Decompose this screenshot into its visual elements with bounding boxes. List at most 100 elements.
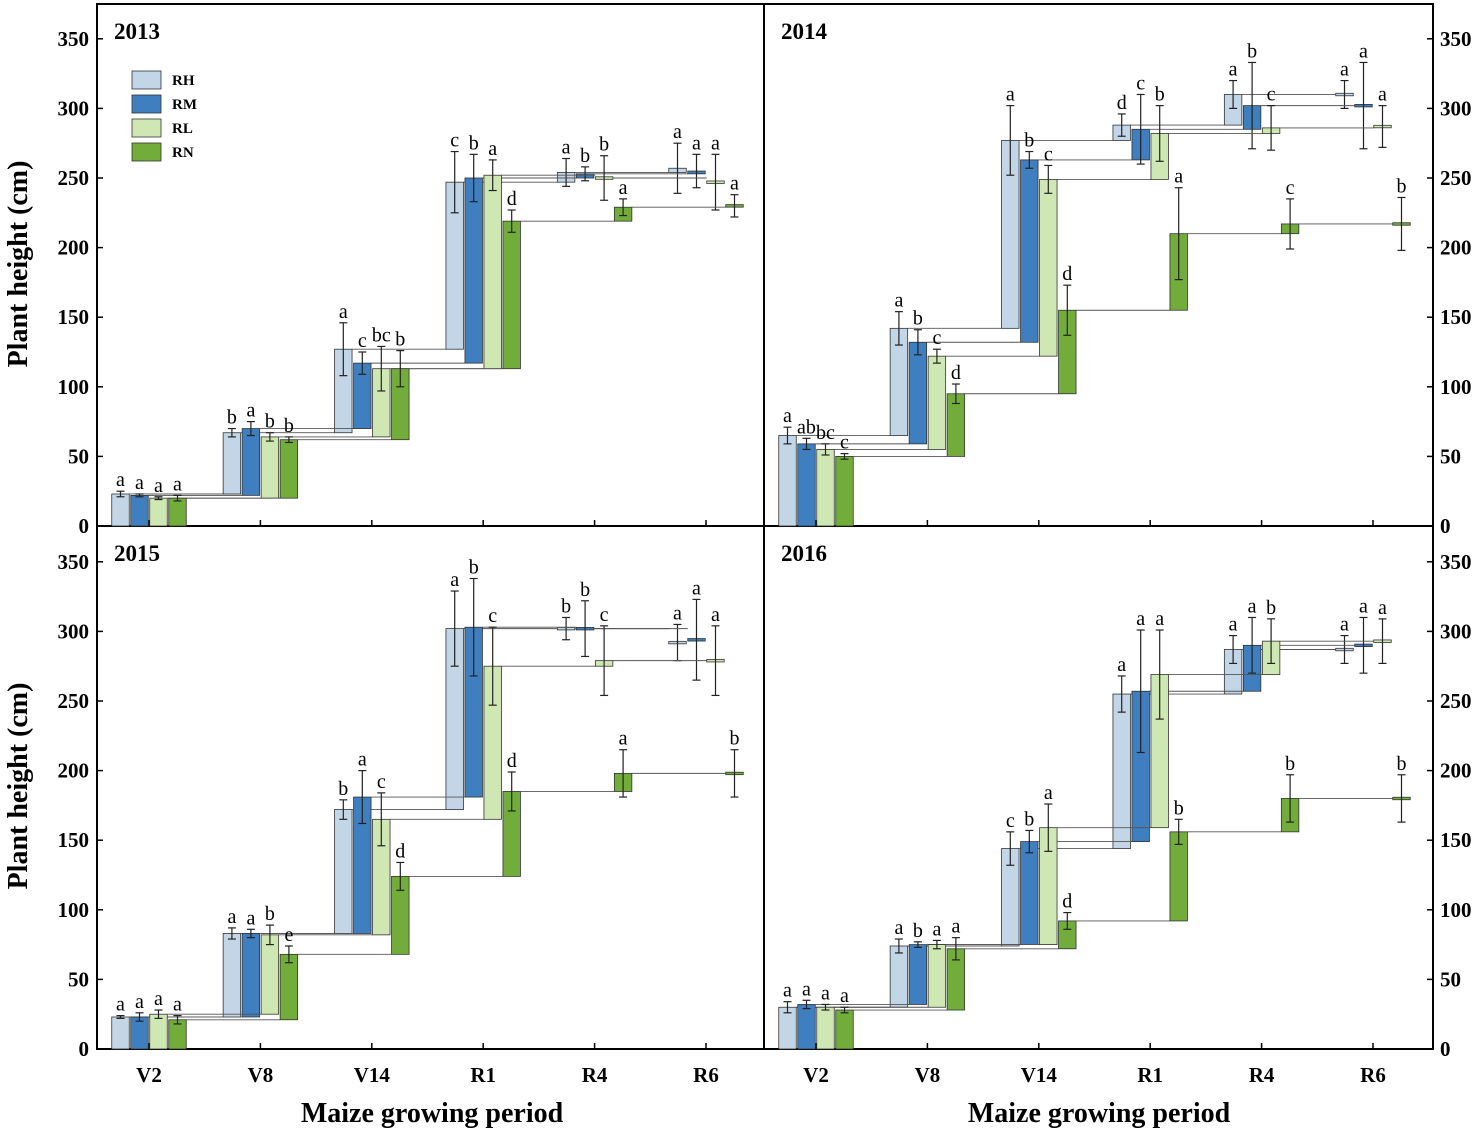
significance-letter: b — [469, 557, 479, 579]
x-tick-label: V14 — [1021, 1063, 1058, 1087]
significance-letter: a — [894, 917, 903, 939]
significance-letter: a — [1229, 614, 1238, 636]
y-tick-label: 350 — [58, 550, 90, 574]
bar-rh — [111, 1016, 130, 1050]
significance-letter: bc — [372, 324, 391, 346]
significance-letter: b — [1174, 797, 1184, 819]
x-tick-label: R1 — [1137, 1063, 1163, 1087]
x-axis-title-right: Maize growing period — [968, 1098, 1231, 1129]
significance-letter: c — [450, 130, 459, 152]
significance-letter: a — [116, 994, 125, 1016]
bar-rm — [1020, 159, 1039, 343]
x-tick-label: V14 — [354, 1063, 391, 1087]
panel-year-label: 2014 — [781, 19, 828, 44]
significance-letter: a — [1359, 40, 1368, 62]
x-tick-label: V8 — [248, 1063, 274, 1087]
y-tick-label: 150 — [1440, 305, 1472, 329]
significance-letter: b — [227, 407, 237, 429]
significance-letter: a — [1248, 595, 1257, 617]
y-tick-label: 350 — [1440, 550, 1472, 574]
y-tick-label: 200 — [58, 236, 90, 260]
y-tick-label: 250 — [58, 166, 90, 190]
bar-rl — [260, 436, 280, 499]
significance-letter: c — [377, 771, 386, 793]
x-tick-label: V2 — [136, 1063, 162, 1087]
significance-letter: b — [1397, 753, 1407, 775]
significance-letter: b — [469, 132, 479, 154]
significance-letter: a — [783, 405, 792, 427]
y-tick-label: 300 — [58, 619, 90, 643]
y-tick-label: 0 — [1440, 1037, 1451, 1061]
significance-letter: a — [1378, 597, 1387, 619]
significance-letter: a — [802, 978, 811, 1000]
significance-letter: a — [173, 994, 182, 1016]
legend-swatch-rm — [131, 94, 162, 114]
significance-letter: c — [1286, 177, 1295, 199]
significance-letter: c — [488, 605, 497, 627]
bar-rh — [889, 945, 909, 1008]
y-tick-label: 300 — [58, 96, 90, 120]
chart-text: Plant height (cm) Plant height (cm) Maiz… — [3, 19, 1472, 1129]
bar-rh — [778, 435, 797, 527]
panel-year-label: 2015 — [114, 541, 160, 566]
bar-rl — [149, 1013, 168, 1050]
bar-rm — [241, 933, 261, 1018]
bar-rn — [502, 220, 521, 370]
y-tick-label: 100 — [1440, 375, 1472, 399]
y-tick-label: 0 — [79, 514, 90, 538]
significance-letter: a — [692, 132, 701, 154]
y-tick-label: 250 — [58, 689, 90, 713]
significance-letter: d — [1062, 891, 1072, 913]
significance-letter: b — [913, 920, 923, 942]
y-tick-label: 350 — [58, 27, 90, 51]
legend-label-rm: RM — [172, 97, 197, 113]
significance-letter: a — [783, 980, 792, 1002]
x-tick-label: V2 — [803, 1063, 829, 1087]
significance-letter: ab — [797, 416, 816, 438]
bar-rm — [241, 428, 261, 496]
significance-letter: d — [507, 750, 517, 772]
significance-letter: b — [265, 411, 275, 433]
significance-letter: a — [821, 982, 830, 1004]
bar-rh — [111, 493, 130, 527]
significance-letter: b — [1024, 808, 1034, 830]
y-tick-label: 250 — [1440, 166, 1472, 190]
x-axis-title-left: Maize growing period — [301, 1098, 564, 1129]
y-tick-label: 300 — [1440, 619, 1472, 643]
significance-letter: a — [1340, 59, 1349, 81]
significance-letter: a — [711, 604, 720, 626]
x-tick-label: R6 — [693, 1063, 719, 1087]
legend-label-rn: RN — [172, 145, 194, 161]
significance-letter: bc — [816, 422, 835, 444]
legend-label-rl: RL — [172, 121, 193, 137]
significance-letter: a — [619, 177, 628, 199]
significance-letter: a — [154, 475, 163, 497]
significance-letter: d — [1062, 263, 1072, 285]
significance-letter: a — [1155, 608, 1164, 630]
y-tick-label: 150 — [58, 828, 90, 852]
bar-rn — [279, 439, 299, 499]
significance-letter: c — [1136, 72, 1145, 94]
significance-letter: b — [1247, 40, 1257, 62]
y-tick-label: 200 — [1440, 759, 1472, 783]
significance-letter: a — [1117, 654, 1126, 676]
bar-rn — [835, 455, 854, 527]
bar-rn — [168, 497, 187, 527]
x-tick-label: V8 — [915, 1063, 941, 1087]
bar-rn — [835, 1009, 854, 1050]
y-axis-title-top: Plant height (cm) — [3, 161, 34, 368]
bar-rm — [130, 494, 149, 527]
bar-rl — [816, 1006, 835, 1050]
significance-letter: c — [1044, 143, 1053, 165]
significance-letter: a — [1044, 782, 1053, 804]
y-tick-label: 250 — [1440, 689, 1472, 713]
significance-letter: a — [840, 985, 849, 1007]
significance-letter: a — [154, 988, 163, 1010]
y-tick-label: 100 — [1440, 898, 1472, 922]
y-tick-label: 200 — [58, 759, 90, 783]
x-tick-label: R6 — [1360, 1063, 1386, 1087]
y-tick-label: 50 — [68, 967, 89, 991]
significance-letter: b — [561, 595, 571, 617]
significance-letter: a — [116, 469, 125, 491]
significance-letter: a — [246, 400, 255, 422]
